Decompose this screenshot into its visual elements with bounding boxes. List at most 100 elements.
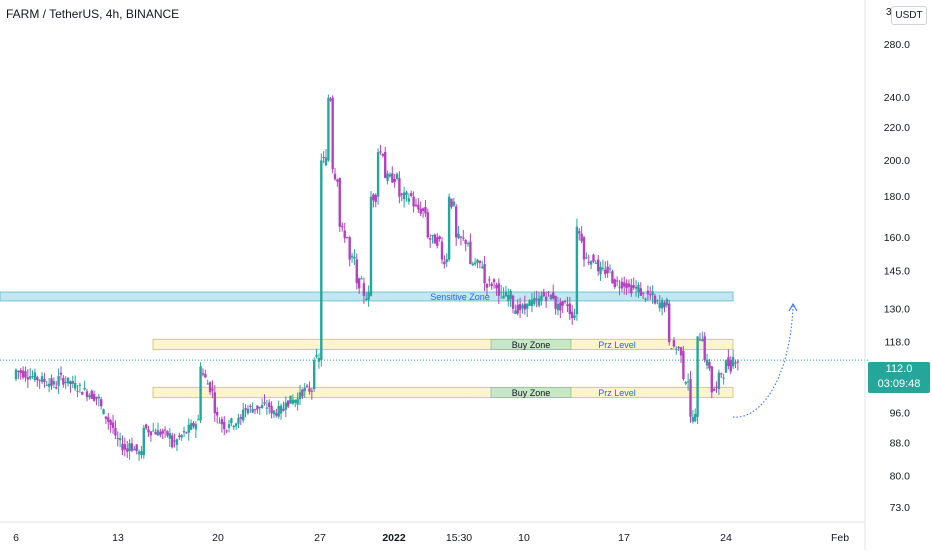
candle-body — [462, 237, 465, 239]
candle-body — [582, 237, 586, 260]
candle-body — [440, 241, 444, 260]
candle-body — [305, 385, 309, 387]
x-tick-label: 10 — [518, 532, 530, 544]
candle-body — [495, 284, 498, 289]
candle-body — [173, 440, 176, 442]
candle-body — [724, 360, 728, 373]
candle-body — [142, 427, 145, 456]
countdown-timer: 03:09:48 — [877, 378, 921, 390]
candle-body — [251, 408, 254, 413]
candle-body — [729, 359, 732, 372]
candle-body — [341, 225, 344, 228]
candle-body — [36, 376, 39, 381]
candle-body — [71, 380, 74, 384]
candle-body — [438, 236, 441, 240]
candle-body — [703, 336, 706, 361]
candle-body — [554, 295, 557, 309]
currency-badge[interactable]: USDT — [891, 6, 927, 25]
candle-body — [644, 298, 647, 300]
candle-body — [85, 391, 89, 398]
candle-body — [225, 430, 228, 432]
candle-body — [568, 303, 571, 315]
candle-body — [615, 280, 619, 282]
candle-body — [102, 409, 105, 415]
candle-body — [575, 226, 579, 315]
candle-body — [421, 208, 425, 212]
buy-zone-label: Buy Zone — [512, 340, 551, 350]
candle-body — [651, 291, 654, 296]
candle-body — [55, 387, 58, 389]
candle-body — [443, 261, 446, 265]
candle-body — [677, 346, 680, 348]
candle-body — [710, 366, 713, 393]
candle-body — [362, 283, 366, 296]
candle-body — [178, 435, 181, 437]
candle-body — [592, 254, 595, 262]
candle-body — [694, 414, 697, 422]
candle-body — [66, 377, 70, 384]
candle-body — [492, 279, 496, 283]
candle-body — [578, 231, 581, 234]
candle-body — [708, 361, 711, 369]
zone-label: Sensitive Zone — [430, 292, 490, 302]
candle-body — [73, 383, 77, 389]
candle-body — [452, 201, 456, 206]
candle-body — [580, 233, 583, 242]
x-tick-label: 15:30 — [446, 532, 472, 544]
candle-body — [187, 424, 190, 433]
candle-body — [473, 262, 477, 265]
candle-body — [670, 348, 673, 350]
candle-body — [43, 379, 46, 383]
candle-body — [478, 260, 482, 264]
projection-curve — [732, 305, 794, 418]
candle-body — [149, 431, 153, 436]
candle-body — [433, 234, 437, 244]
candle-body — [457, 233, 460, 239]
candle-body — [426, 212, 429, 238]
x-tick-label: Feb — [831, 532, 849, 544]
candle-body — [660, 300, 664, 309]
candle-body — [90, 390, 93, 399]
candle-body — [83, 387, 86, 390]
candle-body — [563, 301, 567, 303]
candle-body — [672, 340, 676, 347]
candle-body — [128, 443, 131, 452]
candle-body — [130, 443, 134, 451]
candle-body — [197, 419, 200, 421]
x-tick-label: 24 — [720, 532, 732, 544]
candle-body — [109, 420, 112, 425]
y-tick-label: 96.0 — [890, 408, 911, 420]
candle-body — [481, 266, 484, 268]
candle-body — [731, 357, 735, 367]
candle-body — [249, 405, 252, 407]
candle-body — [391, 173, 394, 183]
candle-body — [395, 173, 399, 179]
y-tick-label: 220.0 — [884, 122, 910, 134]
candle-body — [530, 299, 534, 307]
candle-body — [630, 285, 633, 294]
candle-body — [365, 298, 368, 301]
candle-body — [464, 239, 467, 244]
candle-body — [301, 389, 304, 397]
candle-body — [601, 267, 605, 270]
x-tick-label: 17 — [618, 532, 630, 544]
candle-body — [599, 266, 602, 275]
candle-body — [38, 379, 41, 381]
candle-body — [107, 417, 110, 422]
candle-body — [78, 384, 82, 386]
candle-body — [126, 448, 129, 452]
candle-body — [544, 296, 548, 301]
candle-body — [684, 382, 687, 384]
candle-body — [50, 378, 53, 386]
candle-body — [40, 376, 44, 382]
candle-body — [62, 377, 65, 385]
candle-body — [95, 396, 98, 399]
candle-body — [111, 422, 115, 428]
candle-body — [653, 295, 657, 304]
candle-body — [123, 444, 127, 450]
candle-body — [97, 396, 101, 399]
candle-body — [705, 359, 709, 366]
candle-body — [682, 351, 685, 380]
